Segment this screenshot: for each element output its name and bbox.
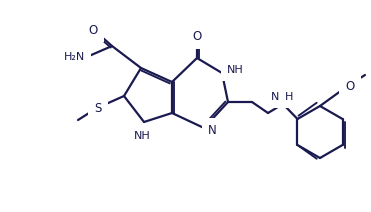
Text: O: O — [345, 80, 355, 92]
Text: O: O — [193, 31, 201, 43]
Text: N: N — [208, 124, 217, 137]
Text: O: O — [88, 24, 98, 36]
Text: NH: NH — [227, 65, 244, 75]
Text: S: S — [94, 102, 102, 116]
Text: H: H — [285, 92, 293, 102]
Text: H₂N: H₂N — [64, 52, 85, 62]
Text: N: N — [270, 92, 279, 102]
Text: NH: NH — [134, 131, 150, 141]
